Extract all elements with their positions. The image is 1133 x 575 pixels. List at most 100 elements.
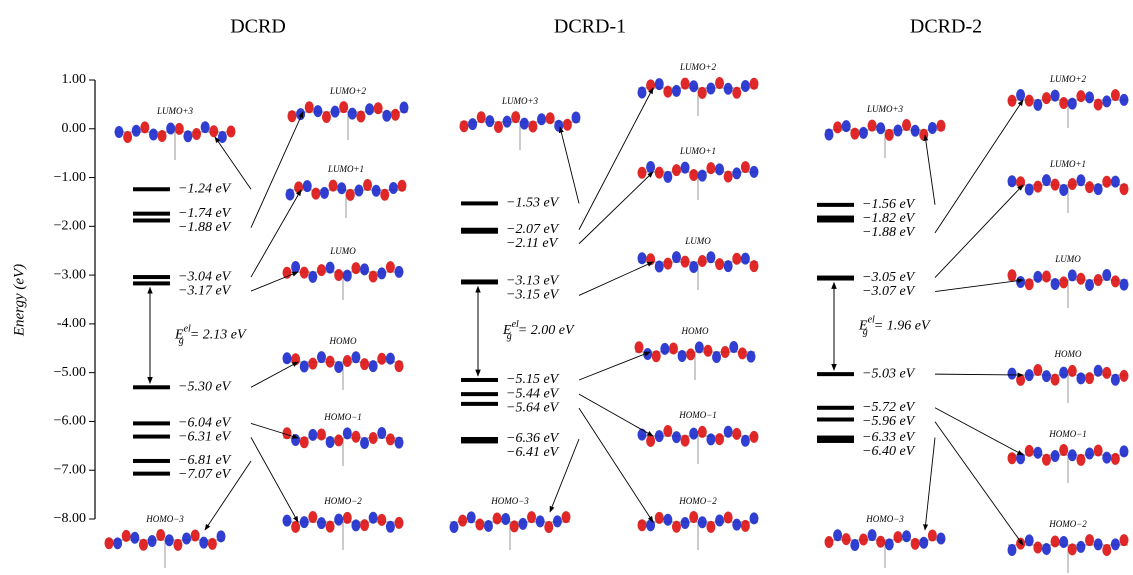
orbital-lobe	[1042, 543, 1051, 555]
orbital-lobe	[300, 360, 309, 372]
orbital-lobe	[1025, 369, 1034, 381]
level-label: −6.04 eV	[178, 416, 232, 431]
level-label: −3.17 eV	[178, 283, 232, 298]
orbital-lobe	[1068, 365, 1077, 377]
orbital-lobe	[308, 358, 317, 370]
orbital-lobe	[885, 538, 894, 550]
pointer-arrow	[579, 408, 653, 522]
orbital-lobe	[377, 427, 386, 439]
orbital-lobe	[715, 433, 724, 445]
orbital-picture	[1008, 444, 1129, 483]
gap-text: = 1.96 eV	[874, 319, 931, 334]
orbital-lobe	[698, 516, 707, 528]
orbital-lobe	[1051, 179, 1060, 191]
orbital-lobe	[646, 161, 655, 173]
orbital-lobe	[313, 105, 322, 117]
orbital-lobe	[1085, 181, 1094, 193]
orbital-lobe	[339, 101, 348, 113]
orbital-lobe	[334, 269, 343, 281]
orbital-lobe	[1059, 444, 1068, 456]
orbital-picture	[105, 529, 226, 568]
orbital-lobe	[374, 102, 383, 114]
level-label: −3.07 eV	[862, 284, 916, 299]
gap-sub: g	[179, 336, 184, 347]
orbital-lobe	[217, 530, 226, 542]
orbital-lobe	[1051, 535, 1060, 547]
orbital-lobe	[158, 130, 167, 142]
orbital-lobe	[1059, 536, 1068, 548]
orbital-label: HOMO−1	[1048, 429, 1087, 439]
orbital-lobe	[689, 428, 698, 440]
level-label: −6.31 eV	[178, 430, 232, 445]
orbital-lobe	[638, 252, 647, 264]
orbital-lobe	[1085, 91, 1094, 103]
orbital-lobe	[876, 122, 885, 134]
orbital-lobe	[1102, 544, 1111, 556]
orbital-lobe	[732, 428, 741, 440]
orbital-lobe	[1016, 89, 1025, 101]
orbital-lobe	[199, 537, 208, 549]
orbital-lobe	[1120, 279, 1129, 291]
orbital-lobe	[859, 127, 868, 139]
orbital-lobe	[563, 119, 572, 131]
orbital-lobe	[1016, 538, 1025, 550]
orbital-lobe	[300, 436, 309, 448]
orbital-lobe	[1085, 447, 1094, 459]
orbital-lobe	[346, 189, 355, 201]
orbital-lobe	[681, 162, 690, 174]
orbital-lobe	[475, 519, 484, 531]
gap-label: Eelg= 1.96 eV	[858, 315, 931, 338]
orbital-lobe	[1051, 374, 1060, 386]
orbital-lobe	[1120, 534, 1129, 546]
orbital-lobe	[681, 435, 690, 447]
orbital-lobe	[311, 188, 320, 200]
orbital-lobe	[1120, 370, 1129, 382]
orbital-lobe	[372, 185, 381, 197]
orbital-lobe	[360, 437, 369, 449]
orbital-picture	[638, 425, 759, 464]
orbital-lobe	[173, 539, 182, 551]
orbital-lobe	[182, 532, 191, 544]
orbital-lobe	[825, 129, 834, 141]
orbital-lobe	[326, 436, 335, 448]
orbital-lobe	[741, 435, 750, 447]
orbital-lobe	[386, 521, 395, 533]
orbital-lobe	[1076, 541, 1085, 553]
orbital-picture	[638, 161, 759, 200]
y-tick-label: −6.00	[54, 414, 86, 429]
orbital-lobe	[192, 128, 201, 140]
orbital-lobe	[1025, 445, 1034, 457]
orbital-lobe	[1025, 534, 1034, 546]
orbital-picture	[1008, 364, 1129, 403]
orbital-lobe	[747, 351, 756, 363]
orbital-lobe	[1111, 453, 1120, 465]
energy-level	[817, 203, 854, 207]
level-label: −1.24 eV	[178, 181, 232, 196]
orbital-lobe	[477, 111, 486, 123]
orbital-lobe	[360, 263, 369, 275]
figure: Energy (eV) 1.000.00−1.00−2.00−3.00-4.00…	[0, 0, 1133, 575]
orbital-lobe	[1076, 454, 1085, 466]
orbital-lobe	[715, 77, 724, 89]
orbital-lobe	[326, 262, 335, 274]
level-label: −5.64 eV	[506, 400, 560, 415]
orbital-lobe	[317, 351, 326, 363]
orbital-lobe	[1059, 276, 1068, 288]
orbital-lobe	[1076, 273, 1085, 285]
orbital-lobe	[493, 512, 502, 524]
pointer-arrow	[579, 394, 653, 436]
orbital-lobe	[291, 261, 300, 273]
orbital-label: HOMO−1	[323, 412, 362, 422]
pointer-arrow	[251, 362, 298, 387]
orbital-lobe	[663, 258, 672, 270]
orbital-lobe	[1042, 370, 1051, 382]
orbital-lobe	[294, 181, 303, 193]
gap-label: Eelg= 2.00 eV	[502, 320, 575, 343]
energy-level	[133, 281, 170, 285]
orbital-label: LUMO	[329, 246, 356, 256]
orbital-lobe	[165, 534, 174, 546]
orbital-label: LUMO+1	[327, 164, 364, 174]
orbital-label: HOMO	[329, 336, 357, 346]
orbital-lobe	[672, 431, 681, 443]
orbital-lobe	[660, 343, 669, 355]
